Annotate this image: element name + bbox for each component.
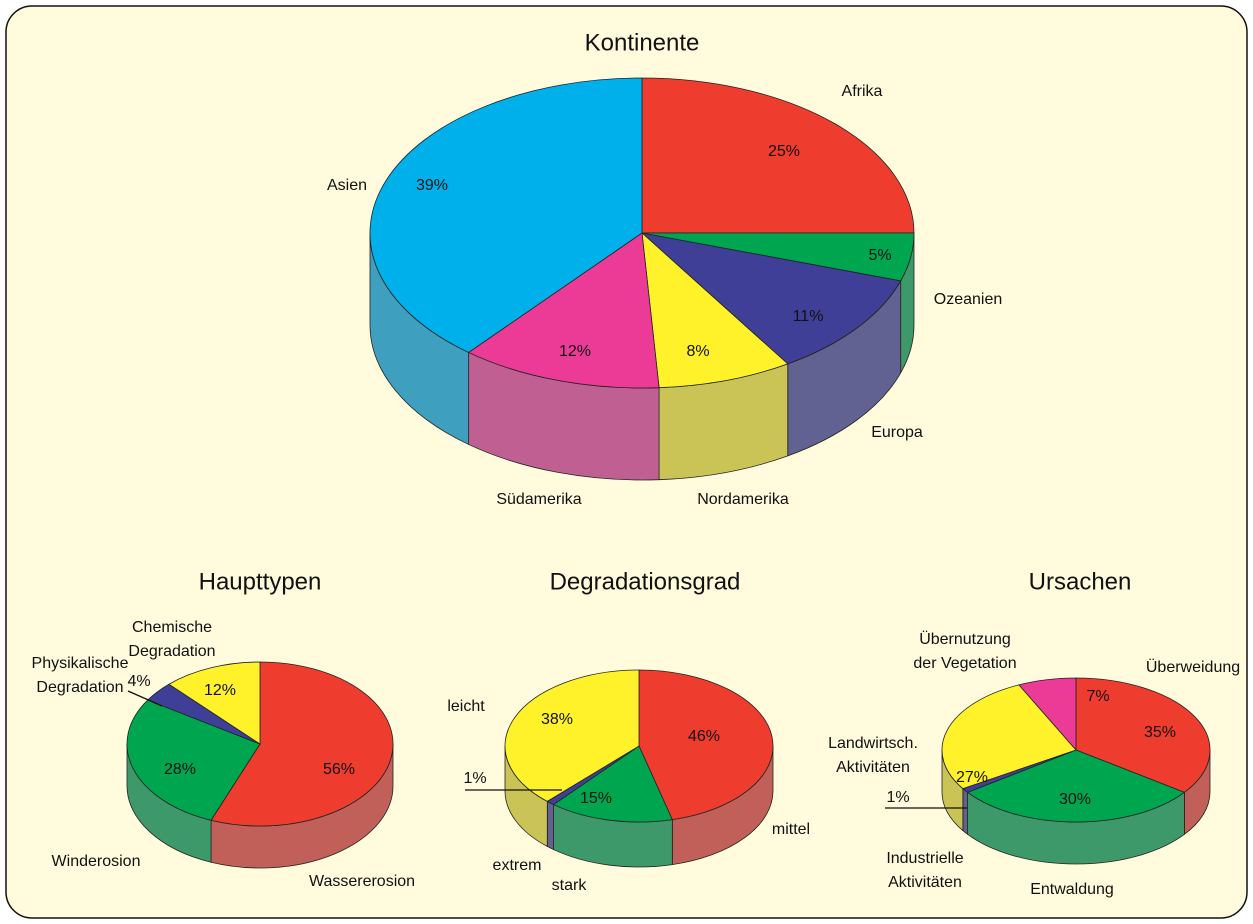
category-label: mittel	[772, 821, 810, 838]
chart-title: Kontinente	[585, 29, 700, 56]
value-label: 1%	[463, 770, 486, 787]
value-label: 1%	[886, 789, 909, 806]
value-label: 8%	[686, 343, 709, 360]
slice	[553, 745, 673, 823]
category-label: Afrika	[842, 83, 883, 100]
slice	[504, 669, 640, 802]
slice	[369, 77, 643, 353]
category-label: Industrielle Aktivitäten	[886, 850, 963, 891]
category-label: Asien	[327, 177, 367, 194]
slice	[641, 232, 902, 365]
value-label: 39%	[416, 177, 448, 194]
value-label: 56%	[323, 761, 355, 778]
value-label: 30%	[1059, 791, 1091, 808]
slice	[126, 699, 261, 821]
slice	[967, 749, 1185, 823]
chart-title: Haupttypen	[199, 568, 322, 595]
category-label: Chemische Degradation	[128, 619, 215, 660]
value-label: 7%	[1086, 688, 1109, 705]
value-label: 46%	[688, 728, 720, 745]
slice-side	[962, 788, 968, 835]
category-label: Europa	[871, 424, 923, 441]
slice	[941, 684, 1077, 789]
category-label: stark	[552, 877, 588, 894]
category-label: extrem	[493, 857, 542, 874]
value-label: 35%	[1144, 724, 1176, 741]
category-label: Ozeanien	[934, 291, 1003, 308]
value-label: 27%	[956, 769, 988, 786]
slice	[1075, 677, 1211, 793]
category-label: Übernutzung der Vegetation	[913, 630, 1016, 672]
slice	[168, 661, 261, 745]
category-label: Winderosion	[52, 853, 141, 870]
value-label: 38%	[541, 711, 573, 728]
value-label: 12%	[559, 343, 591, 360]
slice	[1018, 677, 1077, 751]
category-label: Überweidung	[1146, 658, 1240, 676]
leader-line	[127, 690, 163, 707]
category-label: Entwaldung	[1030, 881, 1114, 898]
slice	[210, 661, 394, 827]
category-label: Landwirtsch. Aktivitäten	[828, 735, 918, 776]
category-label: Physikalische Degradation	[32, 655, 129, 696]
category-label: leicht	[447, 698, 485, 715]
value-label: 4%	[127, 673, 150, 690]
value-label: 15%	[580, 790, 612, 807]
slice-side	[546, 801, 554, 850]
slice	[641, 232, 789, 389]
value-label: 11%	[793, 308, 824, 325]
slice	[641, 77, 915, 234]
value-label: 5%	[868, 247, 891, 264]
value-label: 12%	[204, 682, 236, 699]
chart-title: Ursachen	[1029, 568, 1132, 595]
slice	[468, 232, 660, 389]
chart-title: Degradationsgrad	[550, 568, 741, 595]
slice	[638, 669, 774, 821]
value-label: 28%	[164, 761, 196, 778]
category-label: Nordamerika	[697, 491, 789, 508]
category-label: Südamerika	[496, 491, 581, 508]
value-label: 25%	[768, 143, 800, 160]
category-label: Wassererosion	[309, 873, 415, 890]
